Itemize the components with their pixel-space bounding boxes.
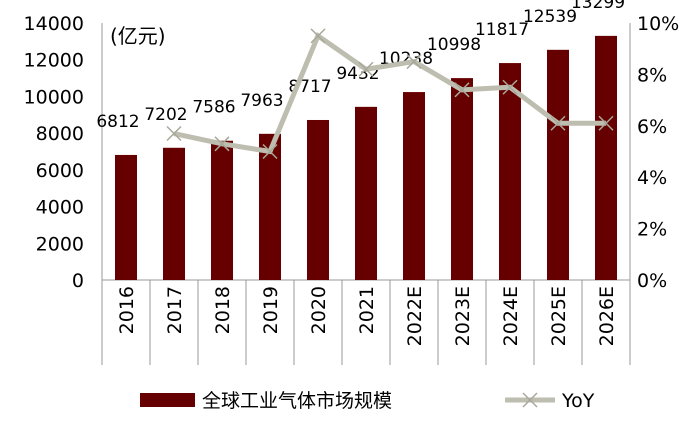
yoy-line [173, 32, 606, 155]
right-tick-label: 4% [637, 167, 667, 189]
x-tick-label: 2017 [164, 286, 186, 334]
bar-data-label: 13299 [571, 0, 625, 13]
x-tick-label: 2021 [356, 286, 378, 334]
yoy-marker [550, 115, 566, 131]
right-tick-label: 2% [637, 219, 667, 241]
left-tick-label: 4000 [36, 197, 84, 219]
yoy-marker [502, 79, 518, 95]
bar-data-label: 7202 [144, 105, 187, 125]
x-tick-label: 2023E [452, 286, 474, 346]
bar-data-label: 12539 [523, 7, 577, 27]
x-tick-label: 2019 [260, 286, 282, 334]
right-tick-label: 6% [637, 116, 667, 138]
x-tick-label: 2025E [548, 286, 570, 346]
bar-data-label: 11817 [475, 20, 529, 40]
legend-label-bar: 全球工业气体市场规模 [202, 390, 392, 412]
left-tick-label: 10000 [24, 86, 84, 108]
yoy-marker [262, 143, 278, 160]
x-tick-label: 2016 [116, 286, 138, 334]
yoy-marker [214, 136, 230, 152]
bar [115, 154, 137, 280]
legend-label-line: YoY [561, 390, 595, 412]
x-tick-label: 2024E [500, 286, 522, 346]
right-tick-label: 0% [637, 270, 667, 292]
bar [451, 78, 473, 280]
yoy-marker [310, 28, 326, 44]
bar [403, 92, 425, 280]
bar [355, 106, 377, 280]
bar [547, 49, 569, 280]
left-tick-label: 8000 [36, 123, 84, 145]
bar-data-label: 7586 [192, 98, 235, 118]
x-tick-label: 2022E [404, 286, 426, 346]
bar-data-label: 10998 [427, 35, 481, 55]
bar [307, 119, 329, 280]
yoy-marker [166, 125, 182, 142]
bar [259, 133, 281, 280]
right-tick-label: 8% [637, 64, 667, 86]
x-tick-label: 2020 [308, 286, 330, 334]
x-tick-label: 2018 [212, 286, 234, 334]
unit-label: (亿元) [110, 24, 166, 48]
left-tick-label: 2000 [36, 233, 84, 255]
left-tick-label: 14000 [24, 13, 84, 35]
bar [499, 63, 521, 281]
bar [595, 35, 617, 280]
right-tick-label: 10% [637, 13, 679, 35]
yoy-marker [406, 54, 422, 70]
left-tick-label: 0 [72, 270, 84, 292]
left-tick-label: 12000 [24, 50, 84, 72]
bar-data-label: 6812 [96, 112, 139, 132]
left-tick-label: 6000 [36, 160, 84, 182]
x-tick-label: 2026E [596, 286, 618, 346]
bar-data-label: 7963 [240, 91, 283, 111]
legend-marker-line [522, 392, 538, 408]
yoy-marker [358, 61, 374, 77]
bar [211, 140, 233, 280]
bar [163, 147, 185, 280]
yoy-marker [598, 115, 614, 131]
yoy-marker [454, 82, 470, 98]
legend-swatch-bar [140, 393, 195, 407]
